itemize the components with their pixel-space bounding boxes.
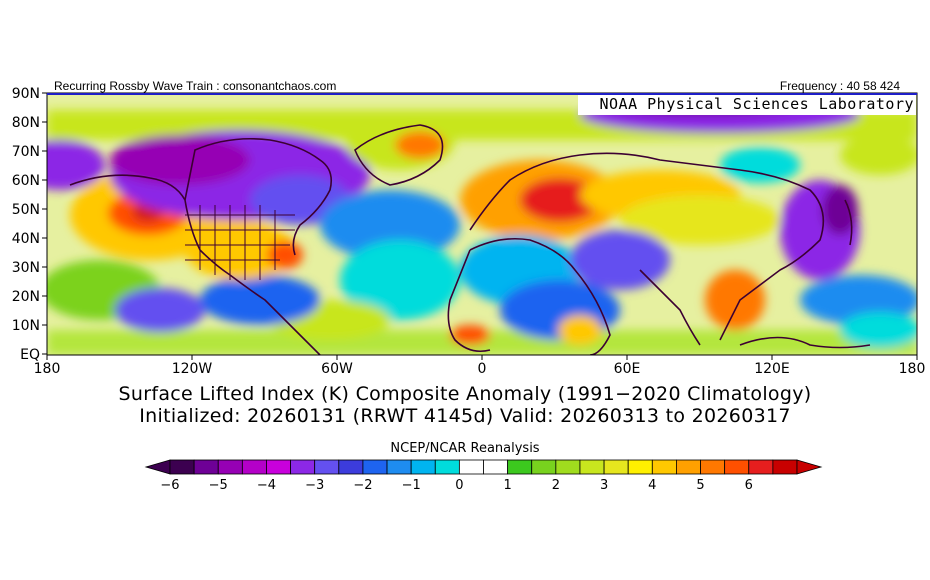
colorbar-tick-label: −2	[353, 478, 372, 493]
colorbar-ticks: −6 −5 −4 −3 −2 −1 0 1 2 3 4 5 6	[160, 478, 752, 493]
colorbar-swatch	[386, 459, 412, 475]
lat-label-60n: 60N	[12, 173, 40, 189]
lab-label: NOAA Physical Sciences Laboratory	[599, 95, 914, 113]
lab-label-background	[578, 95, 916, 115]
colorbar-tick-label: 6	[745, 478, 753, 493]
colorbar-tick-label: −4	[257, 478, 276, 493]
colorbar-arrow-left	[144, 459, 171, 475]
colorbar-swatch	[266, 459, 291, 475]
lat-label-10n: 10N	[12, 318, 40, 334]
lon-label-60e: 60E	[614, 361, 641, 377]
colorbar-tick-label: −3	[305, 478, 324, 493]
lat-label-70n: 70N	[12, 144, 40, 160]
colorbar-swatch	[169, 459, 195, 475]
lat-label-20n: 20N	[12, 289, 40, 305]
header-attribution: Recurring Rossby Wave Train : consonantc…	[54, 79, 337, 93]
colorbar-swatch	[700, 459, 726, 475]
colorbar-swatch	[651, 459, 677, 475]
colorbar-tick-label: 2	[552, 478, 560, 493]
lon-label-60w: 60W	[321, 361, 353, 377]
colorbar-swatch	[434, 459, 460, 475]
lon-label-180w: 180	[34, 361, 61, 377]
colorbar-swatch	[531, 459, 557, 475]
colorbar-tick-label: 3	[600, 478, 608, 493]
lat-label-30n: 30N	[12, 260, 40, 276]
colorbar-swatch	[217, 459, 243, 475]
title-line-2: Initialized: 20260131 (RRWT 4145d) Valid…	[139, 405, 791, 427]
colorbar-tick-label: −5	[209, 478, 228, 493]
colorbar-tick-label: −1	[402, 478, 421, 493]
colorbar-swatch	[579, 459, 605, 475]
colorbar-tick-label: 4	[648, 478, 656, 493]
colorbar-swatch	[676, 459, 701, 475]
lon-label-0: 0	[478, 361, 487, 377]
lat-label-50n: 50N	[12, 202, 40, 218]
colorbar-swatch	[627, 459, 653, 475]
lat-label-90n: 90N	[12, 86, 40, 102]
colorbar-tick-label: 0	[455, 478, 463, 493]
colorbar-swatch	[241, 459, 267, 475]
header-frequency: Frequency : 40 58 424	[779, 79, 900, 93]
coastlines	[69, 124, 871, 355]
colorbar-swatch	[724, 459, 750, 475]
lon-label-180e: 180	[899, 361, 926, 377]
colorbar-swatch	[193, 459, 219, 475]
source-label: NCEP/NCAR Reanalysis	[390, 441, 540, 456]
colorbar-swatch	[748, 459, 774, 475]
colorbar-tick-label: −6	[160, 478, 179, 493]
lon-label-120e: 120E	[754, 361, 790, 377]
lat-label-40n: 40N	[12, 231, 40, 247]
colorbar-swatch	[772, 459, 798, 475]
colorbar-swatch	[362, 459, 388, 475]
anomaly-field	[47, 93, 917, 355]
colorbar-swatch	[338, 459, 364, 475]
colorbar-swatch	[483, 459, 509, 475]
lat-label-80n: 80N	[12, 115, 40, 131]
colorbar-swatch	[555, 459, 581, 475]
colorbar-arrow-right	[796, 459, 823, 475]
colorbar-swatch	[603, 459, 629, 475]
political-borders	[185, 205, 295, 280]
colorbar-swatch	[507, 459, 533, 475]
title-line-1: Surface Lifted Index (K) Composite Anoma…	[118, 383, 812, 405]
colorbar-swatch	[290, 459, 316, 475]
colorbar-swatch	[458, 459, 484, 475]
colorbar-swatch	[410, 459, 436, 475]
colorbar	[144, 459, 823, 475]
colorbar-tick-label: 5	[696, 478, 704, 493]
lon-label-120w: 120W	[172, 361, 213, 377]
colorbar-swatch	[314, 459, 340, 475]
colorbar-tick-label: 1	[503, 478, 511, 493]
lat-label-eq: EQ	[20, 347, 40, 363]
